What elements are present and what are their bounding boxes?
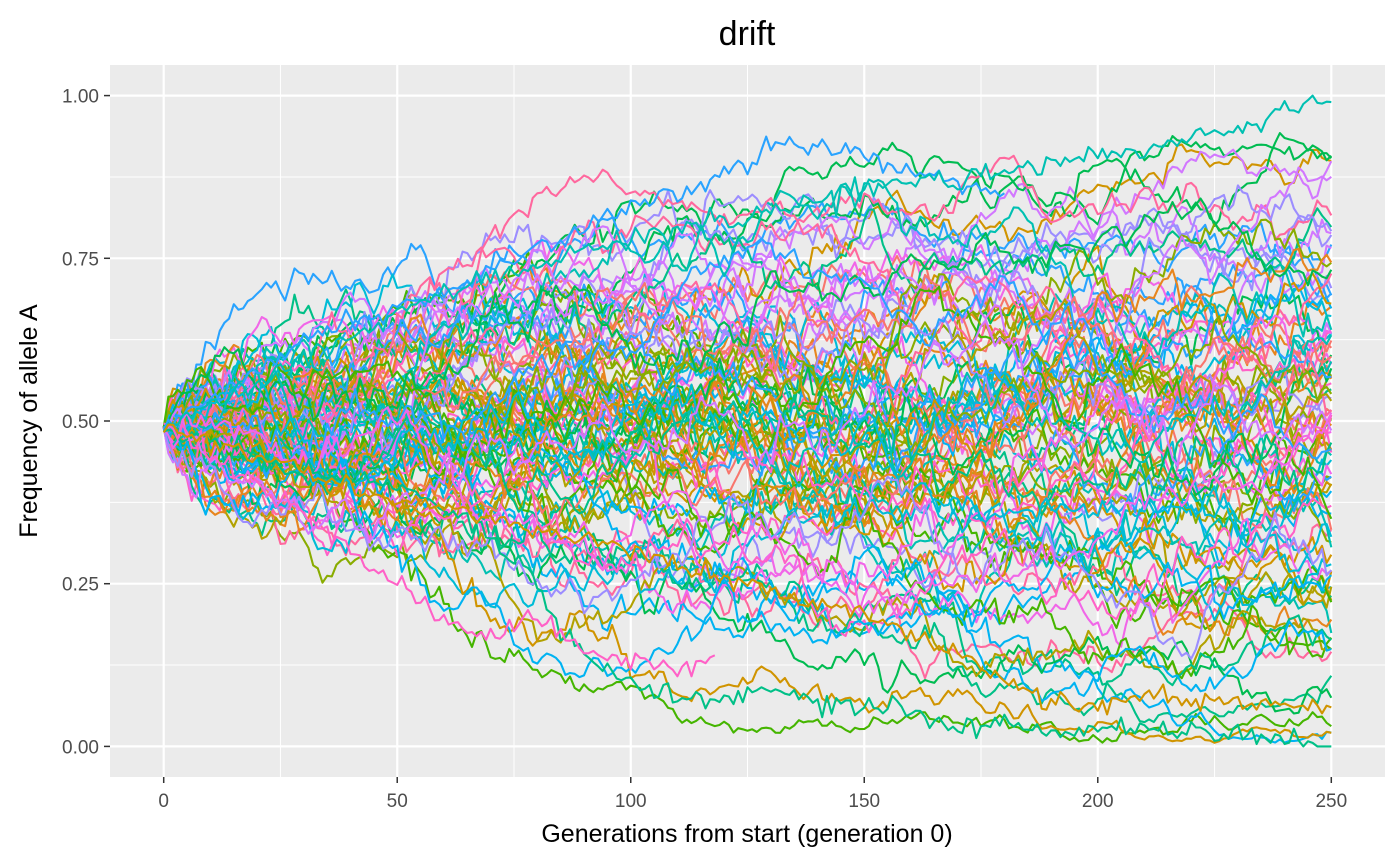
series-line — [162, 232, 1332, 428]
series-line — [162, 334, 1333, 486]
series-line — [163, 314, 1332, 601]
series-line — [163, 423, 1332, 702]
series-line-highlight — [163, 422, 716, 678]
series-line — [163, 319, 1333, 544]
series-line — [162, 168, 1333, 474]
y-tick-label: 0.50 — [62, 412, 99, 433]
y-tick-label: 0.25 — [62, 575, 99, 596]
series-line-highlight — [162, 94, 1332, 433]
y-tick-label: 1.00 — [62, 87, 99, 108]
chart-title: drift — [719, 15, 776, 53]
series-line — [163, 247, 1333, 532]
series-line — [162, 399, 1332, 680]
series-line-highlight — [163, 428, 1332, 748]
series-line — [163, 178, 1333, 437]
series-line — [162, 381, 1333, 573]
x-tick-label: 150 — [848, 791, 880, 812]
x-tick-label: 100 — [615, 791, 647, 812]
y-axis-title: Frequency of allele A — [15, 304, 43, 538]
x-axis: 0 50 100 150 200 250 — [158, 777, 1347, 812]
series-line — [162, 197, 1333, 429]
x-tick-label: 200 — [1082, 791, 1114, 812]
series-line — [162, 387, 1332, 744]
series-line — [163, 189, 1333, 433]
x-axis-title: Generations from start (generation 0) — [541, 820, 952, 848]
series-line — [162, 394, 1333, 517]
series-line — [162, 418, 1332, 638]
x-tick-label: 50 — [387, 791, 408, 812]
series-line — [162, 403, 1333, 628]
series-layer — [162, 94, 1333, 748]
series-line — [162, 298, 1333, 507]
y-tick-label: 0.00 — [62, 737, 99, 758]
series-line-highlight — [162, 423, 1332, 716]
x-tick-label: 0 — [158, 791, 169, 812]
series-line — [162, 427, 1333, 660]
series-line — [163, 291, 1332, 515]
series-line — [163, 296, 1333, 512]
x-tick-label: 250 — [1315, 791, 1347, 812]
series-line — [163, 148, 1333, 432]
series-line — [162, 406, 1333, 619]
y-axis: 0.00 0.25 0.50 0.75 1.00 — [62, 87, 110, 758]
series-line-highlight — [162, 135, 1005, 431]
y-tick-label: 0.75 — [62, 249, 99, 270]
series-line — [162, 307, 1333, 531]
